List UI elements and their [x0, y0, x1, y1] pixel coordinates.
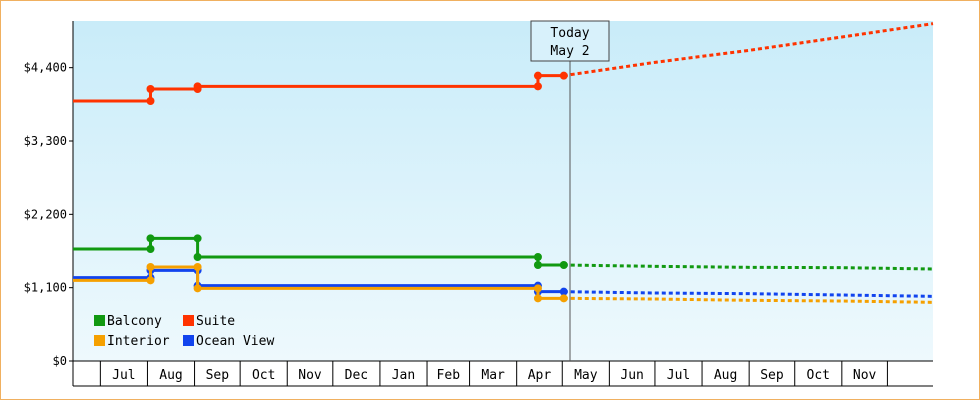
x-tick-label: Jun [620, 368, 643, 383]
y-tick-label: $0 [53, 354, 67, 368]
data-point-suite [146, 97, 155, 105]
data-point-balcony [559, 261, 568, 269]
data-point-suite [559, 71, 568, 80]
y-axis: $0 $1,100 $2,200 $3,300 $4,400 [24, 21, 933, 368]
data-point-suite [533, 82, 542, 91]
data-point-interior [533, 294, 542, 303]
data-point-balcony [533, 253, 542, 261]
data-point-interior [533, 284, 542, 293]
series-forecast-interior [563, 296, 934, 304]
x-tick-label: Nov [298, 368, 322, 383]
legend-label: Suite [196, 314, 235, 329]
y-tick-label: $3,300 [24, 134, 67, 148]
x-tick-label: Aug [714, 368, 737, 383]
data-point-interior [559, 294, 568, 303]
today-box [530, 20, 610, 62]
today-label-line1: Today [550, 26, 589, 41]
data-point-interior [193, 284, 202, 293]
data-point-balcony [533, 261, 542, 269]
legend-swatch [94, 335, 105, 346]
legend-label: Interior [107, 334, 170, 349]
series-forecast-ocean-view [563, 290, 934, 298]
legend-swatch [183, 335, 194, 346]
legend-label: Ocean View [196, 334, 274, 349]
x-tick-label: Feb [437, 368, 461, 383]
series-layer [73, 22, 934, 304]
x-tick-label: Jan [392, 368, 415, 383]
data-point-balcony [193, 234, 202, 243]
y-tick-label: $4,400 [24, 61, 67, 75]
legend-swatch [94, 315, 105, 326]
data-point-interior [146, 276, 155, 285]
x-tick-label: Oct [252, 368, 275, 383]
plot-background [73, 21, 933, 361]
today-label-line2: May 2 [550, 44, 589, 59]
x-tick-label: Dec [345, 368, 368, 383]
data-point-balcony [193, 253, 202, 261]
data-point-suite [533, 71, 542, 80]
x-tick-label: Apr [528, 368, 552, 383]
x-tick-label: Mar [481, 368, 505, 383]
data-point-suite [146, 85, 155, 93]
x-tick-label: Sep [206, 368, 230, 383]
legend-swatch [183, 315, 194, 326]
legend: Balcony Suite Interior Ocean View [94, 314, 274, 349]
x-tick-label: Jul [667, 368, 690, 383]
x-axis: Jul Aug Sep Oct Nov Dec Jan Feb Mar Apr May Jun Jul A… [72, 361, 933, 387]
data-point-balcony [146, 245, 155, 253]
today-marker: Today May 2 [530, 20, 610, 361]
data-point-balcony [146, 234, 155, 243]
data-point-suite [193, 82, 202, 91]
y-tick-label: $1,100 [24, 281, 67, 295]
x-tick-label: Oct [807, 368, 830, 383]
x-tick-label: Jul [112, 368, 135, 383]
legend-label: Balcony [107, 314, 162, 329]
x-tick-label: May [574, 368, 598, 383]
x-tick-label: Sep [760, 368, 784, 383]
data-point-ocean-view [559, 287, 568, 296]
data-point-interior [146, 263, 155, 271]
series-forecast-suite [563, 22, 934, 78]
data-point-interior [193, 263, 202, 271]
x-tick-label: Aug [159, 368, 182, 383]
series-forecast-balcony [563, 263, 934, 271]
y-tick-label: $2,200 [24, 207, 67, 221]
x-tick-label: Nov [853, 368, 877, 383]
